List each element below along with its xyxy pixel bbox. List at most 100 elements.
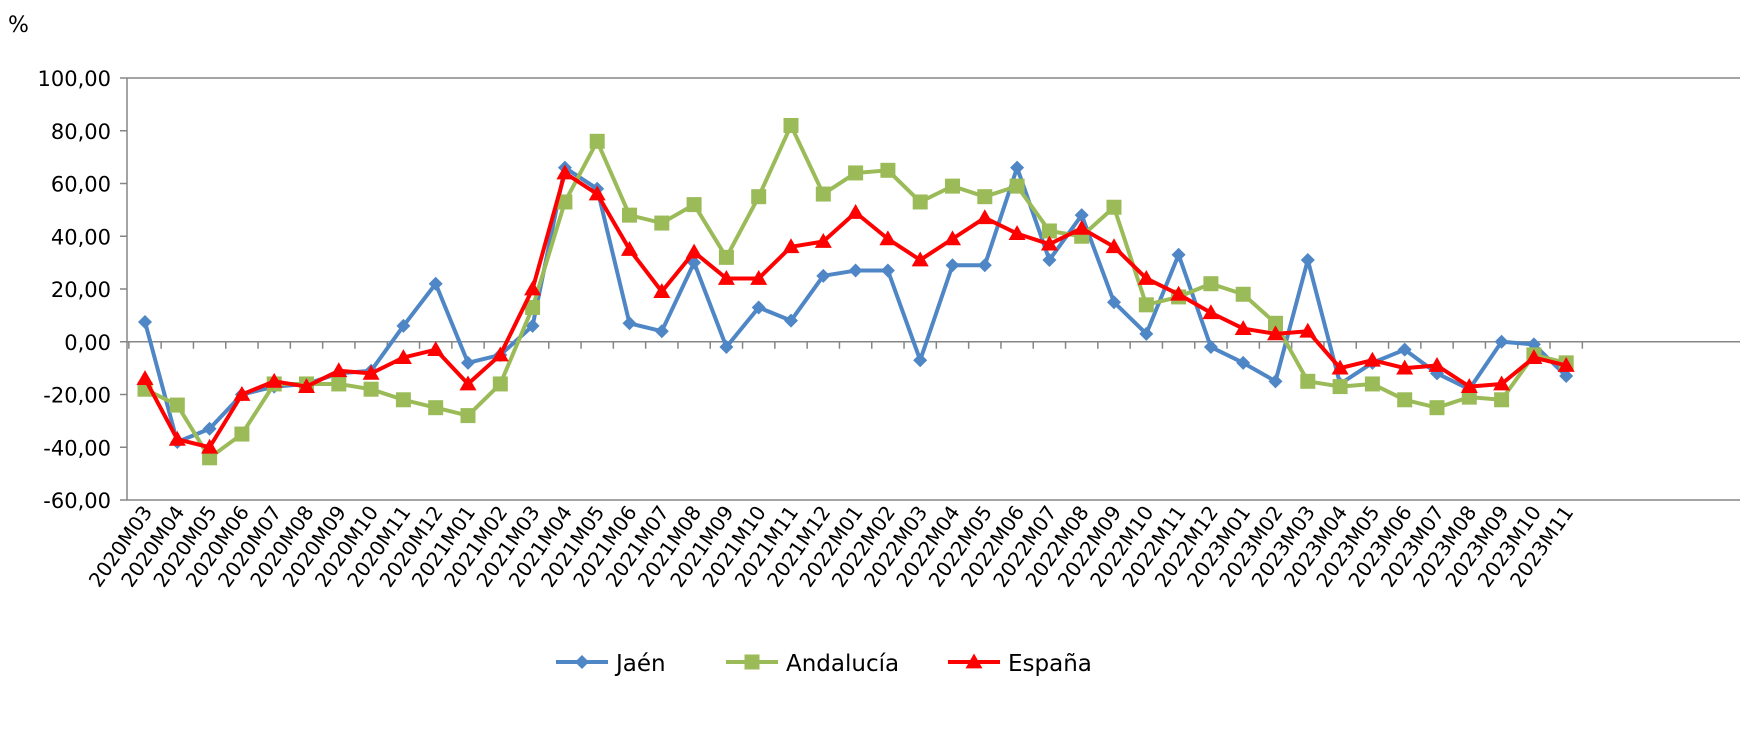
y-tick-label: 60,00	[51, 173, 111, 197]
data-point	[168, 430, 186, 446]
data-point	[460, 408, 476, 424]
data-point	[1234, 320, 1252, 335]
data-point	[1428, 356, 1446, 372]
legend-item-andalucía: Andalucía	[726, 651, 899, 677]
data-point	[1042, 252, 1057, 267]
data-point	[816, 268, 831, 283]
data-point	[428, 276, 443, 291]
data-point	[1105, 238, 1123, 254]
data-point	[1460, 378, 1478, 393]
legend-label: España	[1008, 651, 1092, 677]
y-tick-label: -20,00	[43, 384, 111, 408]
data-point	[202, 421, 217, 436]
data-point	[1010, 160, 1025, 175]
data-point	[525, 299, 541, 315]
data-point	[977, 189, 993, 205]
legend-marker	[744, 654, 760, 670]
data-point	[686, 197, 702, 213]
y-tick-label: 100,00	[38, 67, 111, 91]
data-point	[1268, 374, 1283, 389]
data-point	[362, 364, 380, 380]
data-point	[1299, 322, 1317, 338]
data-point	[654, 324, 669, 339]
data-point	[622, 316, 637, 331]
data-point	[1138, 297, 1154, 313]
data-point	[1559, 369, 1574, 384]
data-point	[202, 450, 218, 466]
data-point	[1041, 223, 1057, 239]
legend-marker	[575, 655, 589, 669]
data-point	[1137, 269, 1155, 285]
data-point	[136, 370, 154, 386]
series-layer	[136, 117, 1575, 466]
data-point	[1009, 178, 1025, 194]
data-point	[524, 280, 542, 296]
data-point	[330, 362, 348, 378]
data-point	[394, 349, 412, 364]
data-point	[1363, 351, 1381, 367]
data-point	[783, 117, 799, 133]
data-point	[685, 243, 703, 259]
data-point	[1171, 247, 1186, 262]
data-point	[1139, 326, 1154, 341]
data-point	[880, 263, 895, 278]
data-point	[1073, 219, 1091, 235]
data-point	[557, 194, 573, 210]
data-point	[1396, 359, 1414, 375]
data-point	[1008, 225, 1026, 240]
data-point	[1300, 252, 1315, 267]
data-point	[491, 346, 509, 362]
data-point	[234, 426, 250, 442]
data-point	[1331, 359, 1349, 375]
data-point	[782, 238, 800, 254]
legend: Jaén Andalucía España	[556, 651, 1092, 677]
y-tick-label: 0,00	[64, 331, 111, 355]
data-point	[1493, 375, 1511, 391]
data-point	[1557, 356, 1575, 372]
data-point	[589, 133, 605, 149]
data-point	[719, 340, 734, 355]
data-point	[1300, 373, 1316, 389]
data-point	[265, 372, 283, 388]
data-point	[169, 397, 185, 413]
data-point	[1461, 389, 1477, 405]
data-point	[331, 376, 347, 392]
y-tick-label: 40,00	[51, 225, 111, 249]
data-point	[653, 283, 671, 299]
data-point	[751, 189, 767, 205]
data-point	[717, 269, 735, 285]
data-point	[913, 353, 928, 368]
y-unit-label: %	[8, 13, 29, 38]
data-point	[945, 178, 960, 194]
data-point	[1525, 349, 1543, 364]
data-point	[622, 207, 637, 223]
data-point	[396, 318, 411, 333]
data-point	[1170, 285, 1188, 301]
data-point	[298, 378, 315, 393]
axes: 100,00 80,00 60,00 40,00 20,00 0,00 -20,00 -40,…	[38, 67, 1740, 592]
data-point	[848, 165, 864, 181]
data-point	[718, 249, 734, 265]
data-point	[556, 164, 574, 180]
data-point	[525, 318, 540, 333]
series-españa	[136, 164, 1575, 454]
legend-item-españa: España	[948, 651, 1092, 677]
data-point	[621, 240, 638, 256]
y-tick-label: 20,00	[51, 278, 111, 302]
data-point	[428, 400, 444, 416]
data-point	[1397, 342, 1412, 357]
data-point	[1364, 376, 1380, 392]
data-point	[847, 204, 865, 219]
series-jaén	[138, 160, 1574, 449]
data-point	[1429, 400, 1445, 416]
legend-label: Andalucía	[786, 651, 899, 677]
data-point	[1074, 208, 1089, 223]
data-point	[879, 230, 897, 246]
data-point	[654, 215, 670, 231]
legend-label: Jaén	[614, 651, 666, 677]
series-andalucía	[137, 117, 1574, 466]
data-point	[1268, 315, 1283, 331]
legend-marker	[965, 653, 983, 669]
data-point	[1332, 379, 1348, 395]
